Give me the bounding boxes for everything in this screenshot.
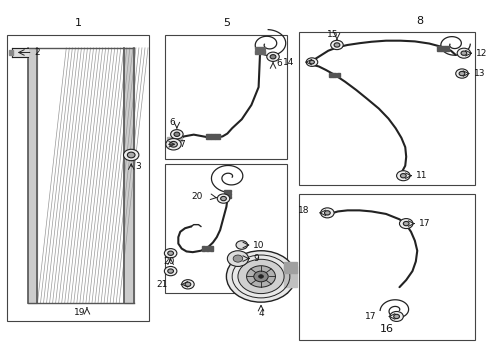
Circle shape: [461, 51, 467, 55]
Circle shape: [164, 249, 177, 258]
Circle shape: [220, 197, 226, 201]
Circle shape: [174, 132, 180, 136]
Circle shape: [457, 48, 470, 58]
Text: 6: 6: [170, 118, 175, 127]
Polygon shape: [255, 52, 265, 54]
Text: 12: 12: [476, 49, 487, 58]
Circle shape: [324, 211, 330, 215]
Circle shape: [185, 282, 191, 287]
Polygon shape: [337, 73, 341, 77]
Text: 16: 16: [380, 324, 394, 334]
Circle shape: [267, 52, 279, 62]
Circle shape: [396, 171, 410, 181]
Text: 19: 19: [74, 309, 86, 318]
Circle shape: [233, 255, 243, 262]
Text: 20: 20: [163, 257, 174, 266]
Polygon shape: [206, 134, 211, 139]
Polygon shape: [202, 246, 205, 251]
Polygon shape: [445, 46, 448, 51]
Polygon shape: [438, 46, 441, 51]
Circle shape: [236, 241, 247, 249]
Polygon shape: [210, 246, 213, 251]
Circle shape: [400, 174, 406, 178]
Text: 4: 4: [258, 309, 264, 318]
Text: 10: 10: [253, 240, 265, 249]
Polygon shape: [255, 50, 265, 52]
Text: 9: 9: [253, 254, 259, 263]
Circle shape: [320, 208, 334, 218]
Bar: [298, 194, 475, 340]
Circle shape: [254, 271, 268, 282]
Text: 20: 20: [191, 192, 203, 201]
Circle shape: [217, 194, 230, 203]
Circle shape: [399, 219, 413, 229]
Circle shape: [334, 43, 340, 47]
Circle shape: [227, 251, 248, 266]
Circle shape: [168, 251, 173, 255]
Polygon shape: [255, 47, 265, 49]
Circle shape: [127, 152, 135, 158]
Text: 14: 14: [283, 58, 294, 67]
Polygon shape: [329, 73, 333, 77]
Text: 3: 3: [135, 162, 141, 171]
Bar: [7, 35, 149, 321]
Bar: [165, 35, 288, 158]
Circle shape: [306, 58, 318, 66]
Circle shape: [393, 314, 399, 319]
Polygon shape: [12, 48, 28, 57]
Circle shape: [270, 55, 276, 59]
Circle shape: [459, 71, 465, 76]
Circle shape: [168, 269, 173, 273]
Circle shape: [166, 139, 181, 150]
Text: 17: 17: [419, 219, 430, 228]
Bar: [298, 32, 475, 185]
Polygon shape: [223, 193, 231, 195]
Polygon shape: [9, 50, 13, 55]
Circle shape: [238, 259, 284, 294]
Text: 18: 18: [297, 206, 309, 215]
Circle shape: [246, 266, 275, 287]
Circle shape: [403, 221, 409, 226]
Text: 6: 6: [276, 59, 282, 68]
Text: 15: 15: [327, 30, 339, 39]
Text: 7: 7: [179, 140, 185, 149]
Circle shape: [310, 60, 315, 64]
Polygon shape: [441, 46, 444, 51]
Polygon shape: [169, 141, 180, 144]
Polygon shape: [124, 48, 134, 303]
Circle shape: [182, 280, 194, 289]
Polygon shape: [223, 190, 231, 192]
Text: 11: 11: [416, 171, 427, 180]
Circle shape: [170, 141, 177, 147]
Circle shape: [123, 149, 139, 161]
Circle shape: [164, 266, 177, 276]
Circle shape: [390, 311, 403, 321]
Text: 17: 17: [365, 312, 376, 321]
Circle shape: [456, 69, 468, 78]
Polygon shape: [284, 262, 297, 273]
Text: 13: 13: [473, 69, 485, 78]
Polygon shape: [211, 134, 215, 139]
Text: 2: 2: [34, 48, 40, 57]
Polygon shape: [206, 246, 209, 251]
Polygon shape: [215, 134, 220, 139]
Circle shape: [226, 251, 295, 302]
Text: 1: 1: [75, 18, 82, 28]
Text: 5: 5: [223, 18, 230, 28]
Polygon shape: [223, 196, 231, 198]
Text: 21: 21: [156, 280, 167, 289]
Polygon shape: [333, 73, 337, 77]
Polygon shape: [284, 266, 297, 287]
Bar: [165, 164, 288, 293]
Circle shape: [331, 40, 343, 50]
Polygon shape: [28, 48, 37, 303]
Circle shape: [171, 130, 183, 139]
Polygon shape: [167, 137, 182, 141]
Text: 8: 8: [416, 16, 423, 26]
Circle shape: [259, 275, 264, 278]
